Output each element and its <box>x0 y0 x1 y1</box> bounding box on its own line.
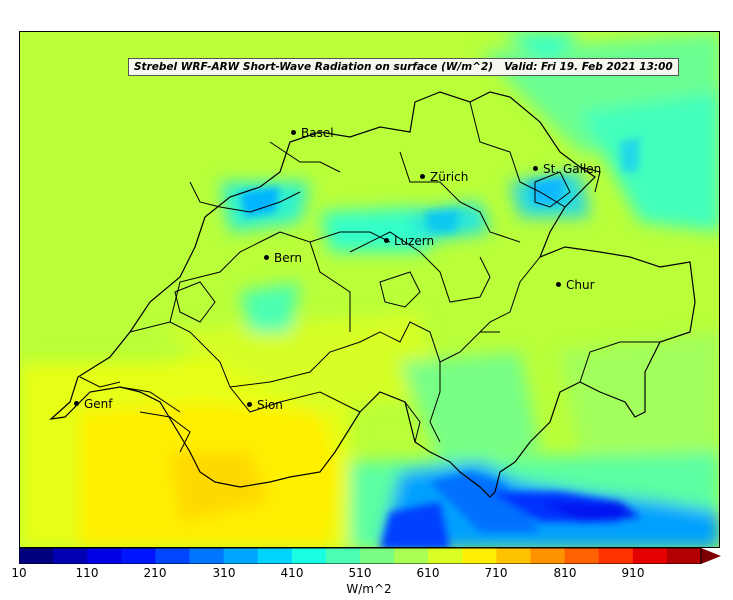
colorbar-segment <box>19 548 54 564</box>
colorbar-segment <box>564 548 600 564</box>
city-label: Chur <box>566 278 595 292</box>
colorbar-tick: 210 <box>143 566 167 580</box>
map-canvas <box>20 32 719 547</box>
colorbar-segment <box>257 548 293 564</box>
city-marker <box>420 174 425 179</box>
colorbar-outline <box>19 548 702 564</box>
colorbar-segment <box>53 548 88 564</box>
city-basel: Basel <box>291 127 334 139</box>
city-st-gallen: St. Gallen <box>533 163 601 175</box>
city-marker <box>556 282 561 287</box>
colorbar-segment <box>155 548 190 564</box>
title-text: Strebel WRF-ARW Short-Wave Radiation on … <box>134 61 494 73</box>
city-label: Genf <box>84 397 113 411</box>
radiation-map <box>19 31 720 548</box>
city-label: Bern <box>274 251 302 265</box>
city-marker <box>533 166 538 171</box>
city-label: Basel <box>301 126 334 140</box>
colorbar-segment <box>462 548 497 564</box>
colorbar-segment <box>666 548 702 564</box>
colorbar-tick: 610 <box>416 566 440 580</box>
city-luzern: Luzern <box>384 235 434 247</box>
colorbar-segment <box>394 548 429 564</box>
colorbar <box>19 548 721 564</box>
city-marker <box>264 255 269 260</box>
city-sion: Sion <box>247 399 283 411</box>
colorbar-segment <box>632 548 668 564</box>
colorbar-tick: 710 <box>484 566 508 580</box>
colorbar-segment <box>530 548 566 564</box>
colorbar-tick: 310 <box>212 566 236 580</box>
colorbar-tick: 510 <box>348 566 372 580</box>
colorbar-segment <box>496 548 531 564</box>
colorbar-segment <box>325 548 361 564</box>
colorbar-segment <box>598 548 634 564</box>
colorbar-segment <box>291 548 327 564</box>
city-label: Luzern <box>394 234 435 248</box>
colorbar-tick: 110 <box>75 566 99 580</box>
city-chur: Chur <box>556 279 595 291</box>
radiation-shading-core <box>240 137 640 547</box>
colorbar-segment <box>189 548 225 564</box>
city-marker <box>384 238 389 243</box>
colorbar-segment <box>223 548 259 564</box>
city-genf: Genf <box>74 398 113 410</box>
colorbar-tick: 10 <box>11 566 27 580</box>
city-marker <box>247 402 252 407</box>
city-marker <box>291 130 296 135</box>
colorbar-tick: 910 <box>621 566 645 580</box>
city-marker <box>74 401 79 406</box>
colorbar-units: W/m^2 <box>346 582 392 596</box>
map-title: Strebel WRF-ARW Short-Wave Radiation on … <box>128 58 679 76</box>
colorbar-segment <box>121 548 156 564</box>
canton-borders <box>79 101 660 453</box>
valid-time: Valid: Fri 19. Feb 2021 13:00 <box>504 61 673 73</box>
colorbar-segment <box>360 548 395 564</box>
colorbar-tick: 410 <box>280 566 304 580</box>
city-zurich: Zürich <box>420 171 468 183</box>
lake-geneva-shore <box>119 386 181 413</box>
city-label: Zürich <box>430 170 469 184</box>
colorbar-tick: 810 <box>553 566 577 580</box>
colorbar-segment <box>87 548 122 564</box>
city-bern: Bern <box>264 252 302 264</box>
city-label: Sion <box>257 398 283 412</box>
city-label: St. Gallen <box>543 162 602 176</box>
lake-constance-shore <box>579 166 601 193</box>
colorbar-segments <box>19 548 702 564</box>
colorbar-extend-arrow <box>701 548 721 564</box>
colorbar-segment <box>428 548 463 564</box>
